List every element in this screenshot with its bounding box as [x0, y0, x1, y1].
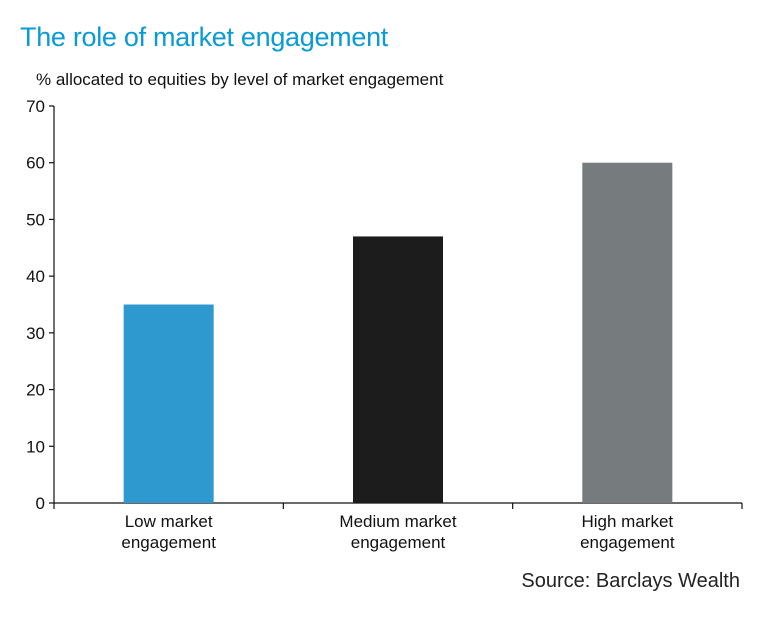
y-tick-label: 10 — [26, 437, 45, 456]
y-tick-label: 30 — [26, 324, 45, 343]
y-tick-label: 40 — [26, 267, 45, 286]
x-category-label: Medium market engagement — [339, 512, 456, 552]
y-tick-label: 70 — [26, 97, 45, 116]
x-category-label: High market engagement — [580, 512, 675, 552]
x-category-label: Low market engagement — [121, 512, 216, 552]
y-tick-label: 60 — [26, 154, 45, 173]
y-tick-label: 50 — [26, 210, 45, 229]
bar — [582, 162, 673, 503]
bar — [123, 304, 214, 503]
bar — [353, 236, 443, 503]
source-note: Source: Barclays Wealth — [521, 570, 740, 592]
y-tick-label: 0 — [36, 494, 45, 513]
chart-title: The role of market engagement — [20, 22, 389, 52]
y-tick-label: 20 — [26, 381, 45, 400]
chart-subtitle: % allocated to equities by level of mark… — [36, 70, 444, 89]
